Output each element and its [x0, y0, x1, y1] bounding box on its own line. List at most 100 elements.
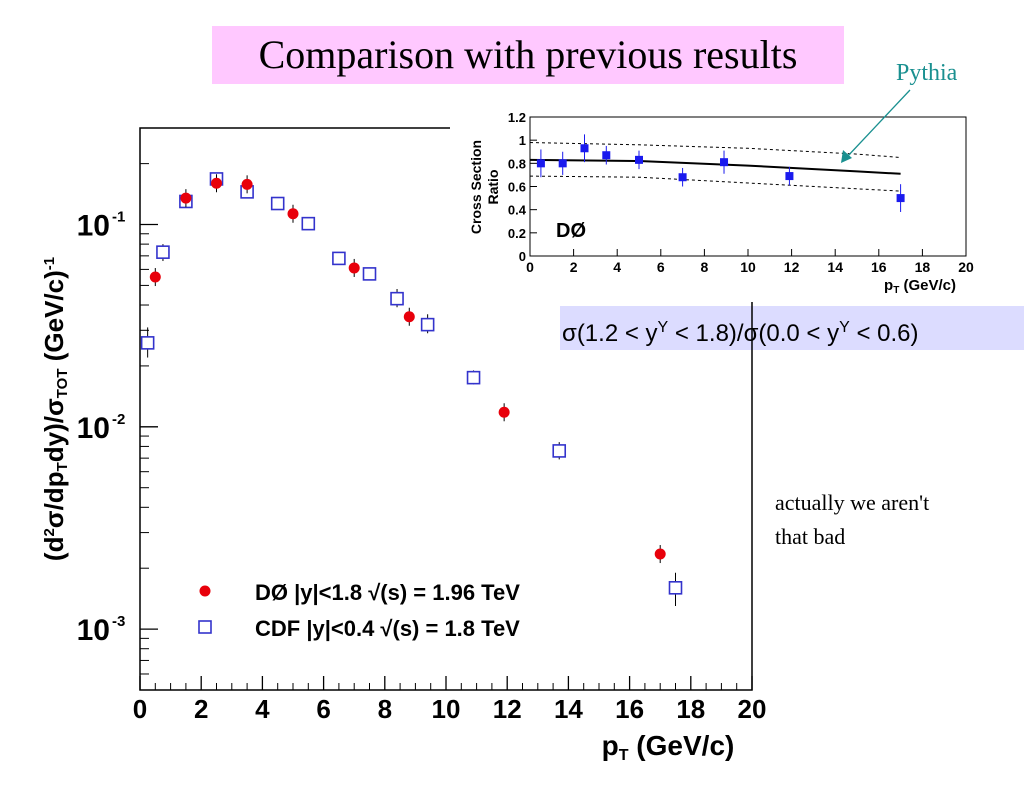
cdf-data-point — [420, 317, 435, 332]
y-axis-label-part: T — [54, 462, 71, 471]
inset-data-point — [785, 172, 794, 181]
cdf-data-point — [362, 267, 377, 281]
inset-x-tick-label: 8 — [701, 259, 709, 275]
cdf-data-point — [390, 291, 404, 306]
inset-x-tick-label: 16 — [871, 259, 887, 275]
inset-y-label-line2: Ratio — [485, 170, 501, 205]
inset-x-tick-label: 6 — [657, 259, 665, 275]
d0-data-point — [287, 208, 299, 220]
x-tick-label: 2 — [194, 694, 208, 724]
y-axis-label: (d2σ/dpTdy)/σTOT (GeV/c)-1 — [39, 257, 71, 561]
inset-data-point — [720, 158, 729, 167]
inset-x-tick-label: 18 — [915, 259, 931, 275]
d0-data-point — [211, 177, 222, 189]
y-axis-label-part: (d — [39, 537, 69, 562]
x-axis-label-part: p — [602, 730, 619, 761]
d0-data-point — [180, 192, 192, 204]
formula-part-1: σ(1.2 < y — [562, 320, 658, 347]
y-tick-label-exponent: -1 — [112, 209, 125, 226]
x-tick-label: 4 — [255, 694, 270, 724]
inset-x-label-part: (GeV/c) — [899, 277, 956, 294]
x-tick-label: 6 — [316, 694, 330, 724]
inset-y-tick-label: 0.6 — [508, 180, 526, 195]
inset-data-point — [558, 159, 567, 168]
x-axis-label-part: (GeV/c) — [629, 730, 735, 761]
x-axis-label-part: T — [619, 747, 629, 764]
x-tick-label: 14 — [554, 694, 583, 724]
inset-x-tick-label: 0 — [526, 259, 534, 275]
inset-y-tick-label: 0.4 — [508, 203, 527, 218]
pythia-central-curve — [529, 158, 901, 175]
pythia-arrow-layer — [841, 89, 911, 163]
inset-y-tick-label: 1 — [519, 133, 526, 148]
comment-line-2: that bad — [775, 524, 846, 549]
inset-y-tick-label: 1.2 — [508, 110, 526, 125]
pythia-arrow-line — [845, 89, 911, 159]
cdf-data-point — [332, 251, 346, 266]
inset-y-tick-label: 0 — [519, 249, 526, 264]
inset-data-point — [580, 144, 589, 153]
inset-data-point — [536, 159, 545, 168]
x-tick-label: 8 — [378, 694, 392, 724]
y-axis-label-part: σ/dp — [39, 471, 69, 528]
y-axis-label-part: (GeV/c) — [39, 270, 69, 368]
d0-data-point — [654, 548, 666, 560]
d0-data-point — [348, 262, 360, 274]
y-tick-label-base: 10 — [77, 614, 110, 647]
y-tick-label-base: 10 — [77, 412, 110, 445]
inset-x-label-part: p — [884, 277, 893, 294]
inset-y-label-line1: Cross Section — [468, 140, 484, 234]
cdf-data-point — [466, 370, 481, 385]
y-tick-label-base: 10 — [77, 210, 110, 243]
inset-x-tick-label: 12 — [784, 259, 800, 275]
x-tick-label: 20 — [738, 694, 767, 724]
inset-x-tick-label: 14 — [827, 259, 843, 275]
comment-line-1: actually we aren't — [775, 490, 930, 515]
inset-x-tick-label: 20 — [958, 259, 974, 275]
inset-x-tick-label: 4 — [613, 259, 621, 275]
y-axis-label-part: dy)/σ — [39, 398, 69, 462]
x-axis-label: pT (GeV/c) — [602, 730, 735, 764]
formula-part-2: < 1.8)/σ(0.0 < y — [668, 320, 840, 347]
x-tick-label: 12 — [493, 694, 522, 724]
inset-x-label: pT (GeV/c) — [884, 277, 956, 296]
x-tick-label: 10 — [432, 694, 461, 724]
comment-text: actually we aren't that bad — [775, 486, 929, 554]
y-tick-label-exponent: -2 — [112, 411, 125, 428]
formula-upsilon-2: Υ — [839, 319, 850, 336]
d0-data-point — [149, 271, 161, 283]
pythia-label: Pythia — [896, 60, 958, 86]
cdf-data-point — [270, 196, 285, 211]
inset-x-tick-label: 2 — [570, 259, 578, 275]
inset-data-point — [602, 151, 611, 160]
y-tick-label-exponent: -3 — [112, 613, 125, 630]
legend-marker-cdf — [198, 620, 212, 634]
inset-background — [450, 106, 970, 302]
inset-d0-watermark: DØ — [556, 220, 586, 242]
cdf-data-point — [301, 216, 316, 231]
legend-label-cdf: CDF |y|<0.4 √(s) = 1.8 TeV — [255, 616, 520, 641]
cdf-data-point — [140, 336, 155, 350]
inset-y-tick-label: 0.8 — [508, 156, 526, 171]
d0-data-point — [498, 406, 510, 418]
cdf-data-point — [668, 581, 683, 595]
x-tick-label: 16 — [615, 694, 644, 724]
pythia-lower-band — [529, 175, 901, 192]
x-tick-label: 18 — [676, 694, 705, 724]
inset-chart: 0 2 4 6 8 10 12 14 16 18 20 0 0.2 0.4 0.6 0.8 1 1.2 Cross … — [450, 106, 974, 302]
x-tick-label: 0 — [133, 694, 147, 724]
legend-label-d0: DØ |y|<1.8 √(s) = 1.96 TeV — [255, 580, 520, 605]
inset-data-point — [635, 155, 643, 164]
legend-marker-d0 — [199, 585, 211, 597]
slide-title: Comparison with previous results — [212, 26, 844, 84]
cdf-data-point — [156, 245, 170, 259]
pythia-upper-band — [529, 142, 901, 158]
y-axis-label-part: 2 — [41, 528, 58, 536]
cdf-data-point — [552, 444, 567, 458]
inset-data-point — [896, 194, 905, 203]
inset-data-point — [678, 173, 687, 182]
inset-x-label-part: T — [893, 285, 899, 296]
pythia-arrow-head — [841, 150, 852, 163]
